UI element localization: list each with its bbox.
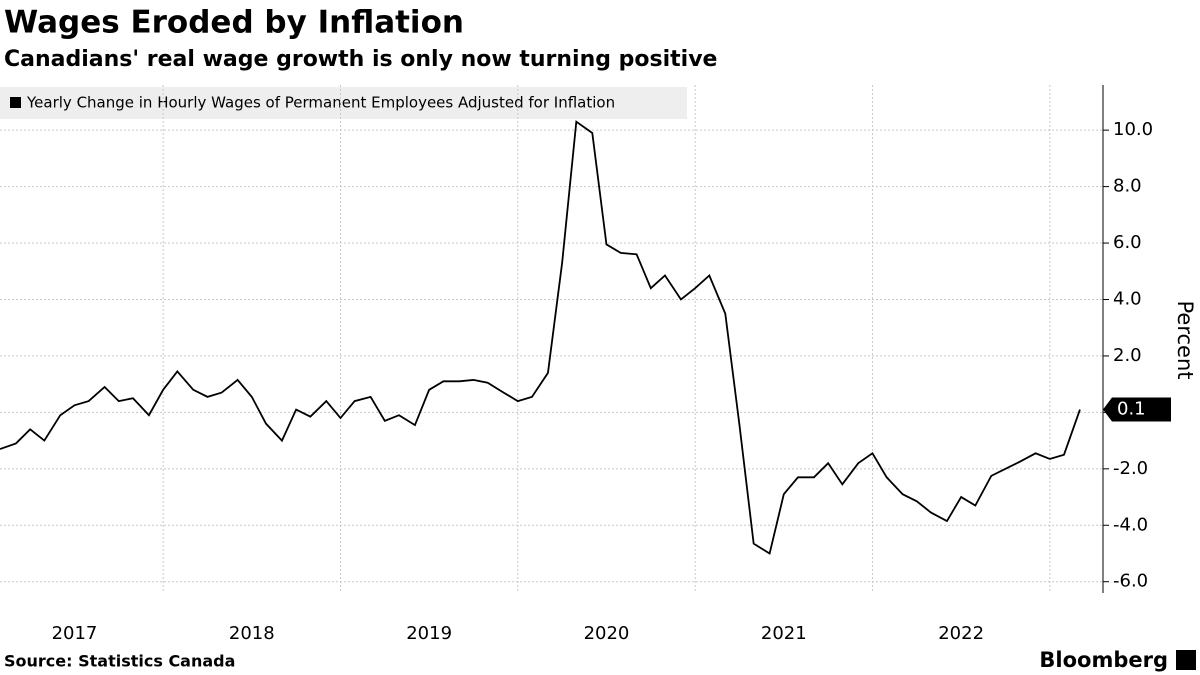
brand-icon bbox=[1176, 650, 1196, 670]
legend-label: Yearly Change in Hourly Wages of Permane… bbox=[26, 94, 615, 112]
y-tick-label: 6.0 bbox=[1113, 232, 1142, 253]
x-tick-label: 2020 bbox=[584, 623, 630, 644]
legend-swatch bbox=[10, 97, 21, 108]
legend-box bbox=[0, 87, 687, 119]
y-tick-label: 10.0 bbox=[1113, 119, 1153, 140]
y-tick-label: 2.0 bbox=[1113, 345, 1142, 366]
y-tick-label: 4.0 bbox=[1113, 288, 1142, 309]
chart-title: Wages Eroded by Inflation bbox=[4, 5, 464, 41]
y-tick-label: 8.0 bbox=[1113, 176, 1142, 197]
x-tick-label: 2017 bbox=[52, 623, 98, 644]
y-axis-label: Percent bbox=[1173, 300, 1197, 379]
last-value-label: 0.1 bbox=[1117, 399, 1146, 420]
x-tick-label: 2019 bbox=[406, 623, 452, 644]
x-tick-label: 2021 bbox=[761, 623, 807, 644]
last-value-tag bbox=[1103, 397, 1171, 422]
chart-subtitle: Canadians' real wage growth is only now … bbox=[4, 47, 717, 72]
y-tick-label: -2.0 bbox=[1113, 458, 1148, 479]
source: Source: Statistics Canada bbox=[4, 652, 235, 671]
y-tick-label: -4.0 bbox=[1113, 514, 1148, 535]
x-tick-label: 2022 bbox=[938, 623, 984, 644]
x-tick-label: 2018 bbox=[229, 623, 275, 644]
y-tick-label: -6.0 bbox=[1113, 571, 1148, 592]
brand: Bloomberg bbox=[1039, 648, 1168, 672]
data-line bbox=[0, 120, 1081, 555]
